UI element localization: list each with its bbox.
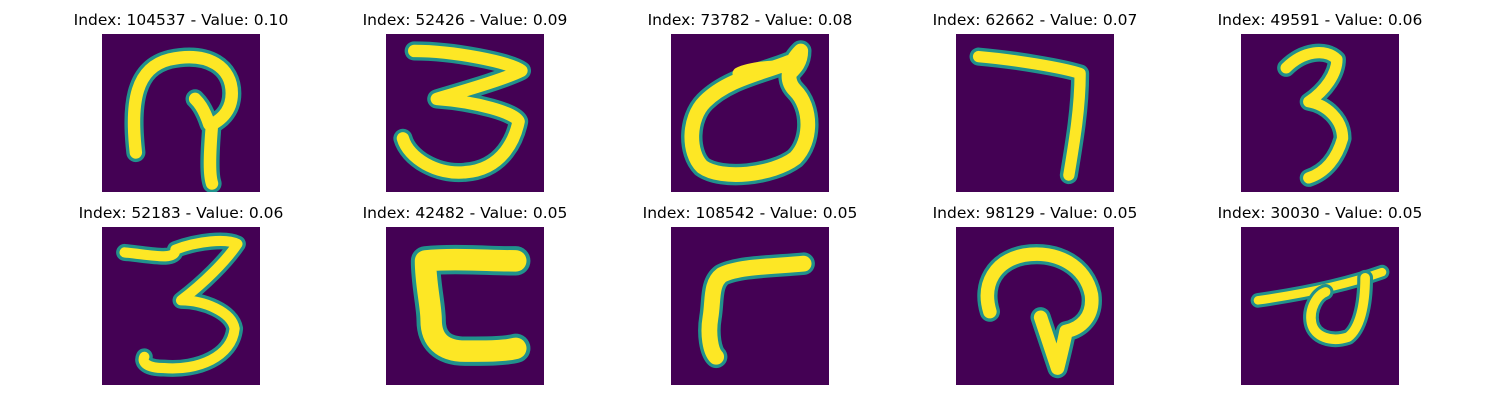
panel-title: Index: 49591 - Value: 0.06 xyxy=(1217,11,1423,29)
panel-1: Index: 104537 - Value: 0.10 xyxy=(51,10,311,200)
panel-title: Index: 98129 - Value: 0.05 xyxy=(932,204,1138,222)
panel-7: Index: 42482 - Value: 0.05 xyxy=(335,203,595,393)
panel-8: Index: 108542 - Value: 0.05 xyxy=(620,203,880,393)
panel-9: Index: 98129 - Value: 0.05 xyxy=(905,203,1165,393)
panel-title: Index: 73782 - Value: 0.08 xyxy=(647,11,853,29)
digit-image xyxy=(956,227,1114,385)
panel-4: Index: 62662 - Value: 0.07 xyxy=(905,10,1165,200)
panel-title: Index: 52426 - Value: 0.09 xyxy=(362,11,568,29)
panel-title: Index: 62662 - Value: 0.07 xyxy=(932,11,1138,29)
digit-image xyxy=(102,227,260,385)
panel-title: Index: 30030 - Value: 0.05 xyxy=(1217,204,1423,222)
digit-image xyxy=(102,34,260,192)
digit-image xyxy=(386,34,544,192)
panel-title: Index: 104537 - Value: 0.10 xyxy=(73,11,289,29)
panel-2: Index: 52426 - Value: 0.09 xyxy=(335,10,595,200)
digit-image xyxy=(956,34,1114,192)
panel-title: Index: 42482 - Value: 0.05 xyxy=(362,204,568,222)
digit-image xyxy=(671,34,829,192)
panel-5: Index: 49591 - Value: 0.06 xyxy=(1190,10,1450,200)
panel-title: Index: 108542 - Value: 0.05 xyxy=(642,204,858,222)
panel-title: Index: 52183 - Value: 0.06 xyxy=(78,204,284,222)
digit-image xyxy=(1241,34,1399,192)
digit-image xyxy=(671,227,829,385)
panel-6: Index: 52183 - Value: 0.06 xyxy=(51,203,311,393)
digit-image xyxy=(386,227,544,385)
panel-10: Index: 30030 - Value: 0.05 xyxy=(1190,203,1450,393)
panel-3: Index: 73782 - Value: 0.08 xyxy=(620,10,880,200)
digit-image xyxy=(1241,227,1399,385)
